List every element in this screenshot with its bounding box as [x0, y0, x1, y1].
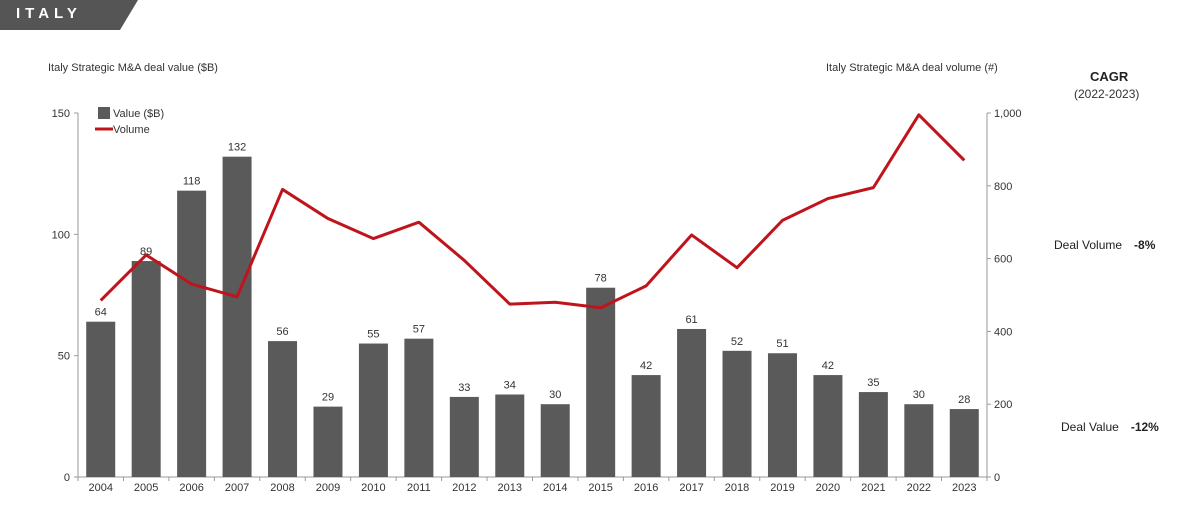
- left-tick-label: 100: [52, 229, 70, 241]
- right-axis-title: Italy Strategic M&A deal volume (#): [826, 62, 998, 74]
- legend-value-label: Value ($B): [113, 108, 164, 120]
- bar-data-label: 51: [776, 338, 788, 350]
- x-tick-label: 2010: [361, 482, 385, 494]
- value-bar: [813, 375, 843, 477]
- legend-value-swatch: [98, 107, 110, 119]
- country-label: ITALY: [16, 5, 82, 22]
- cagr-deal-volume-value: -8%: [1134, 238, 1156, 252]
- right-tick-label: 800: [994, 181, 1012, 193]
- x-tick-label: 2016: [634, 482, 658, 494]
- x-tick-label: 2022: [907, 482, 931, 494]
- bar-data-label: 57: [413, 324, 425, 336]
- x-tick-label: 2020: [816, 482, 840, 494]
- right-tick-label: 400: [994, 326, 1012, 338]
- bar-data-label: 118: [183, 176, 201, 188]
- x-tick-label: 2017: [679, 482, 703, 494]
- bar-data-label: 35: [867, 377, 879, 389]
- value-bar: [858, 392, 888, 477]
- cagr-deal-volume: Deal Volume -8%: [1054, 238, 1155, 252]
- bar-data-label: 89: [140, 246, 152, 258]
- x-tick-label: 2006: [179, 482, 203, 494]
- bar-data-label: 42: [822, 360, 834, 372]
- left-tick-label: 0: [64, 472, 70, 484]
- bar-data-label: 56: [276, 326, 288, 338]
- x-tick-label: 2019: [770, 482, 794, 494]
- bar-data-label: 61: [685, 314, 697, 326]
- value-bar: [677, 328, 707, 477]
- cagr-deal-value-value: -12%: [1130, 420, 1159, 434]
- bar-data-label: 34: [504, 379, 516, 391]
- value-bar: [949, 409, 979, 477]
- bar-data-label: 28: [958, 394, 970, 406]
- x-tick-label: 2011: [407, 482, 431, 494]
- x-tick-label: 2008: [270, 482, 294, 494]
- bar-data-label: 29: [322, 392, 334, 404]
- x-tick-label: 2012: [452, 482, 476, 494]
- value-bar: [631, 375, 661, 477]
- value-bar: [495, 394, 525, 477]
- x-tick-label: 2005: [134, 482, 158, 494]
- value-bar: [404, 338, 434, 477]
- value-bar: [358, 343, 388, 477]
- value-bar: [904, 404, 934, 477]
- value-bar: [131, 261, 161, 477]
- left-tick-label: 50: [58, 351, 70, 363]
- value-bar: [222, 156, 252, 477]
- x-tick-label: 2023: [952, 482, 976, 494]
- value-bar: [313, 406, 343, 477]
- bar-data-label: 30: [913, 389, 925, 401]
- value-bar: [86, 321, 116, 477]
- x-tick-label: 2014: [543, 482, 567, 494]
- cagr-deal-value: Deal Value -12%: [1061, 420, 1159, 434]
- x-tick-label: 2004: [88, 482, 112, 494]
- value-bar: [722, 350, 752, 477]
- left-tick-label: 150: [52, 108, 70, 120]
- volume-line: [99, 113, 966, 310]
- left-axis-title: Italy Strategic M&A deal value ($B): [48, 62, 218, 74]
- value-bar: [540, 404, 570, 477]
- right-tick-label: 200: [994, 399, 1012, 411]
- country-tab: ITALY: [0, 0, 138, 30]
- value-bar: [268, 341, 298, 477]
- value-bar: [177, 190, 207, 478]
- cagr-deal-value-label: Deal Value: [1061, 420, 1119, 434]
- bar-data-label: 55: [367, 329, 379, 341]
- bar-data-label: 52: [731, 336, 743, 348]
- x-tick-label: 2018: [725, 482, 749, 494]
- bar-data-label: 33: [458, 382, 470, 394]
- bar-data-label: 78: [595, 273, 607, 285]
- right-tick-label: 600: [994, 254, 1012, 266]
- bar-data-label: 30: [549, 389, 561, 401]
- x-tick-label: 2021: [861, 482, 885, 494]
- legend-volume-label: Volume: [113, 124, 150, 136]
- x-tick-label: 2015: [588, 482, 612, 494]
- value-bar: [586, 287, 616, 477]
- country-tab-shape: [0, 0, 138, 30]
- bar-data-label: 132: [228, 142, 246, 154]
- right-tick-label: 1,000: [994, 108, 1022, 120]
- cagr-period: (2022-2023): [1074, 87, 1140, 101]
- x-tick-label: 2009: [316, 482, 340, 494]
- right-tick-label: 0: [994, 472, 1000, 484]
- x-tick-label: 2007: [225, 482, 249, 494]
- cagr-title: CAGR: [1090, 69, 1129, 84]
- x-tick-label: 2013: [498, 482, 522, 494]
- value-bar: [449, 396, 479, 477]
- cagr-deal-volume-label: Deal Volume: [1054, 238, 1123, 252]
- bar-data-label: 64: [95, 307, 107, 319]
- value-bar: [767, 353, 797, 477]
- bar-data-label: 42: [640, 360, 652, 372]
